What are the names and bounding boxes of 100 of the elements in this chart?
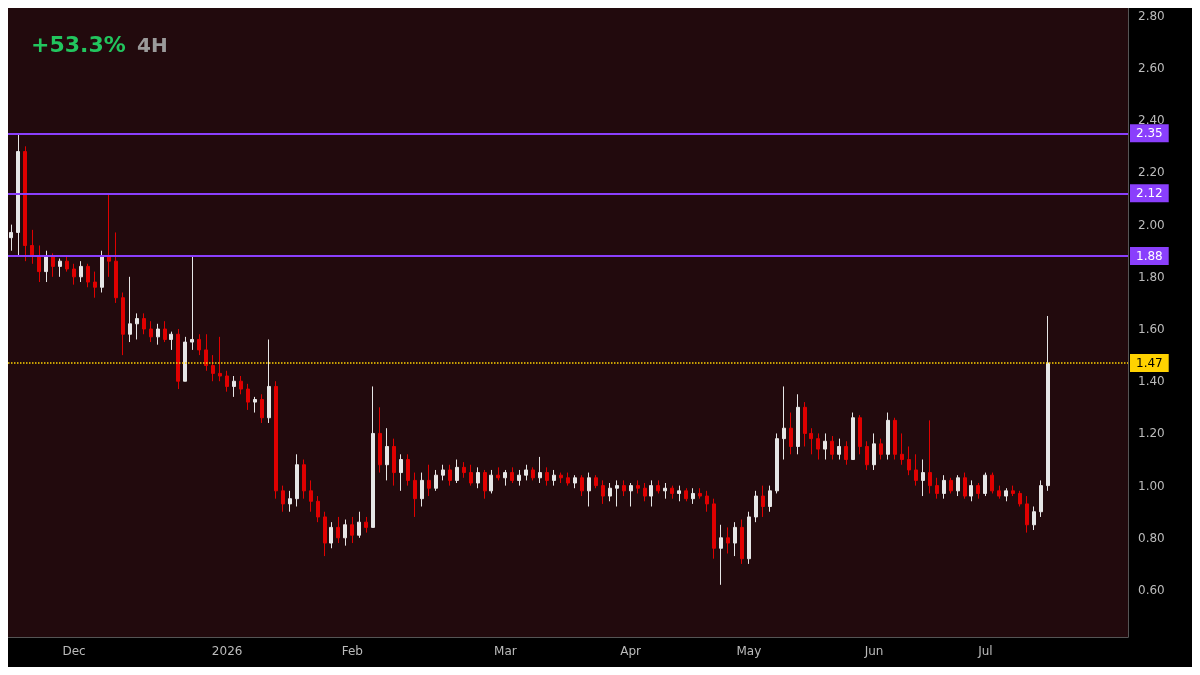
ref-line-label: 2.12 [1136, 186, 1163, 201]
candlestick [9, 224, 13, 252]
candlestick [747, 511, 751, 565]
candlestick [893, 417, 897, 461]
candlestick [65, 255, 69, 273]
candlestick [900, 432, 904, 466]
candlestick [1039, 479, 1043, 518]
candlestick [524, 464, 528, 481]
candlestick [844, 440, 848, 466]
candlestick [441, 464, 445, 481]
candlestick [197, 333, 201, 356]
candlestick [163, 320, 167, 343]
candlestick [816, 432, 820, 461]
candlestick [281, 485, 285, 513]
text: 4H [137, 33, 168, 57]
candlestick [260, 393, 264, 424]
candlestick [719, 524, 723, 586]
candlestick [23, 145, 27, 262]
y-tick-label: 2.00 [1138, 217, 1165, 232]
y-tick-label: 1.20 [1138, 426, 1165, 441]
candlestick [990, 472, 994, 494]
candlestick [587, 472, 591, 507]
candlestick [622, 479, 626, 497]
candlestick [30, 229, 34, 265]
candlestick [329, 521, 333, 549]
y-tick-label: 1.80 [1138, 269, 1165, 284]
candlestick [455, 459, 459, 484]
candlestick [295, 453, 299, 507]
candlestick [907, 445, 911, 476]
candlestick [183, 336, 187, 382]
candlestick [858, 414, 862, 455]
candlestick [969, 479, 973, 502]
candlestick [58, 258, 62, 278]
candlestick [79, 260, 83, 283]
candlestick [573, 474, 577, 489]
candlestick [16, 132, 20, 257]
candlestick [1025, 495, 1029, 534]
candlestick [656, 479, 660, 494]
candlestick [476, 466, 480, 489]
candlestick [169, 331, 173, 351]
candlestick [796, 393, 800, 455]
candlestick [691, 487, 695, 505]
candlestick [1032, 506, 1036, 531]
candlestick [489, 469, 493, 494]
x-tick-label: Mar [494, 644, 517, 658]
candlestick [531, 466, 535, 481]
candlestick [768, 485, 772, 513]
candlestick [156, 323, 160, 346]
candlestick [594, 474, 598, 489]
candlestick [399, 453, 403, 492]
candlestick [343, 519, 347, 547]
candlestick [246, 383, 250, 411]
y-tick-label: 2.60 [1138, 61, 1165, 76]
candlestick [107, 192, 111, 278]
candlestick [803, 401, 807, 447]
candlestick [1004, 487, 1008, 502]
candlestick [392, 438, 396, 487]
candlestick [809, 427, 813, 455]
candlestick [865, 440, 869, 471]
candlestick [86, 263, 90, 288]
candlestick [288, 490, 292, 513]
candlestick [385, 427, 389, 481]
candlestick [371, 385, 375, 528]
x-tick-label: Jun [863, 644, 884, 658]
candlestick [775, 432, 779, 494]
candlestick [761, 485, 765, 518]
candlestick [239, 375, 243, 395]
candlestick [615, 479, 619, 507]
candlestick [316, 495, 320, 523]
ref-line-label: 1.47 [1136, 355, 1163, 370]
candlestick [427, 464, 431, 497]
candlestick [837, 438, 841, 461]
candlestick [51, 252, 55, 278]
candlestick [670, 485, 674, 500]
candlestick [1011, 485, 1015, 497]
candlestick [218, 336, 222, 382]
candlestick [823, 432, 827, 461]
candlestick [510, 466, 514, 484]
candlestick [928, 419, 932, 494]
x-tick-label: Dec [62, 644, 86, 658]
candlestick [302, 459, 306, 500]
candlestick [517, 469, 521, 487]
y-tick-label: 1.00 [1138, 478, 1165, 493]
candlestick [413, 472, 417, 518]
candlestick [176, 328, 180, 390]
candlestick [364, 516, 368, 534]
x-tick-label: Apr [620, 644, 642, 658]
candlestick [100, 250, 104, 293]
candlestick [538, 456, 542, 484]
ref-line-label: 1.88 [1136, 248, 1163, 263]
x-tick-label: Feb [341, 644, 363, 658]
candlestick [636, 479, 640, 494]
candlestick [886, 412, 890, 461]
candlestick [149, 320, 153, 343]
candlestick [726, 526, 730, 554]
candlestick [921, 459, 925, 497]
candlestick [142, 312, 146, 335]
candlestick [253, 396, 257, 414]
text: +53.3% [31, 31, 126, 57]
x-tick-label: May [736, 644, 762, 658]
